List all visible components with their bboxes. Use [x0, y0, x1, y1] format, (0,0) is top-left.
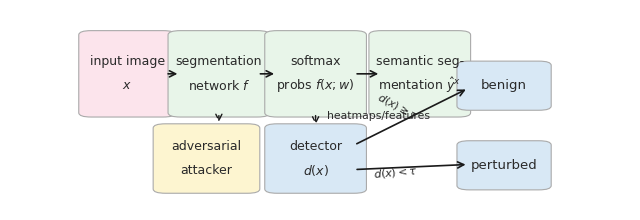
- Text: heatmaps/features: heatmaps/features: [327, 111, 430, 121]
- FancyBboxPatch shape: [168, 31, 269, 117]
- Text: network $f$: network $f$: [188, 79, 250, 93]
- Text: input image: input image: [90, 55, 164, 68]
- FancyBboxPatch shape: [457, 141, 551, 190]
- FancyBboxPatch shape: [369, 31, 470, 117]
- Text: $d(x) < \tau$: $d(x) < \tau$: [372, 165, 419, 181]
- Text: $d(x)$: $d(x)$: [303, 163, 328, 178]
- Text: detector: detector: [289, 140, 342, 153]
- FancyBboxPatch shape: [265, 124, 367, 193]
- FancyBboxPatch shape: [457, 61, 551, 110]
- Text: softmax: softmax: [291, 55, 341, 68]
- Text: probs $f(x;w)$: probs $f(x;w)$: [276, 77, 355, 94]
- Text: $x$: $x$: [122, 79, 132, 92]
- Text: perturbed: perturbed: [470, 159, 538, 172]
- Text: $d(x) \geq \tau$: $d(x) \geq \tau$: [375, 91, 420, 123]
- FancyBboxPatch shape: [265, 31, 367, 117]
- Text: adversarial: adversarial: [172, 140, 241, 153]
- Text: benign: benign: [481, 79, 527, 92]
- FancyBboxPatch shape: [153, 124, 260, 193]
- Text: semantic seg-: semantic seg-: [376, 55, 464, 68]
- Text: mentation $\hat{y}^x$: mentation $\hat{y}^x$: [378, 76, 461, 95]
- Text: segmentation: segmentation: [175, 55, 262, 68]
- Text: attacker: attacker: [180, 164, 232, 177]
- FancyBboxPatch shape: [79, 31, 175, 117]
